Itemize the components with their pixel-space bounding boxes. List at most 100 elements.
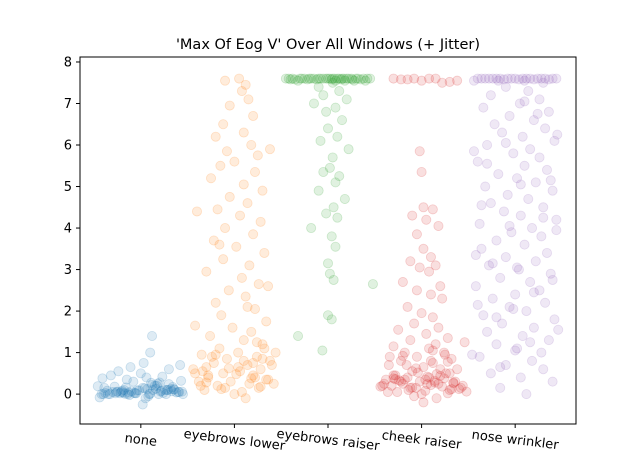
data-point-nose-wrinkler <box>528 322 539 333</box>
data-point-eyebrows-lower <box>246 140 257 151</box>
data-point-cheek-raiser <box>450 376 461 387</box>
data-point-cheek-raiser <box>442 356 453 367</box>
data-point-cheek-raiser <box>461 386 472 397</box>
data-point-nose-wrinkler <box>530 256 541 267</box>
data-point-cheek-raiser <box>395 376 406 387</box>
data-point-nose-wrinkler <box>532 108 543 119</box>
data-point-cheek-raiser <box>416 166 427 177</box>
data-point-eyebrows-raiser <box>311 74 322 85</box>
data-point-nose-wrinkler <box>487 258 498 269</box>
data-point-nose-wrinkler <box>495 382 506 393</box>
data-point-eyebrows-raiser <box>294 73 305 84</box>
data-point-cheek-raiser <box>382 387 393 398</box>
data-point-none <box>102 385 113 396</box>
data-point-eyebrows-raiser <box>290 74 301 85</box>
data-point-eyebrows-lower <box>229 156 240 167</box>
y-tick-label: 5 <box>64 180 72 195</box>
data-point-eyebrows-lower <box>208 235 219 246</box>
data-point-nose-wrinkler <box>483 260 494 271</box>
data-point-nose-wrinkler <box>493 169 504 180</box>
data-point-none <box>137 382 148 393</box>
data-point-nose-wrinkler <box>470 250 481 261</box>
data-point-none <box>139 383 150 394</box>
y-axis: 0 1 2 3 4 5 6 7 8 <box>64 55 80 403</box>
data-point-cheek-raiser <box>405 335 416 346</box>
data-point-cheek-raiser <box>422 379 433 390</box>
data-point-nose-wrinkler <box>476 73 487 84</box>
data-point-eyebrows-raiser <box>324 73 335 84</box>
data-point-none <box>124 389 135 400</box>
data-point-cheek-raiser <box>390 374 401 385</box>
data-point-eyebrows-lower <box>235 210 246 221</box>
data-point-eyebrows-lower <box>203 372 214 383</box>
data-point-nose-wrinkler <box>504 110 515 121</box>
data-point-eyebrows-raiser <box>327 73 338 84</box>
data-point-nose-wrinkler <box>491 73 502 84</box>
data-point-eyebrows-lower <box>236 272 247 283</box>
data-point-eyebrows-lower <box>236 86 247 97</box>
data-point-cheek-raiser <box>402 301 413 312</box>
data-point-eyebrows-lower <box>246 326 257 337</box>
data-point-eyebrows-lower <box>201 362 212 373</box>
data-point-eyebrows-lower <box>235 366 246 377</box>
data-point-eyebrows-lower <box>238 179 249 190</box>
x-tick-label: nose wrinkler <box>471 428 560 454</box>
data-point-nose-wrinkler <box>540 297 551 308</box>
data-point-none <box>117 385 128 396</box>
data-point-nose-wrinkler <box>480 73 491 84</box>
data-point-eyebrows-lower <box>249 372 260 383</box>
data-point-eyebrows-lower <box>221 146 232 157</box>
data-point-none <box>174 387 185 398</box>
data-point-none <box>144 389 155 400</box>
data-point-cheek-raiser <box>409 318 420 329</box>
data-point-cheek-raiser <box>416 308 427 319</box>
data-point-eyebrows-lower <box>238 355 249 366</box>
y-tick-label: 4 <box>64 222 72 237</box>
data-point-cheek-raiser <box>414 146 425 157</box>
data-point-nose-wrinkler <box>489 119 500 130</box>
data-point-none <box>116 387 127 398</box>
data-point-eyebrows-raiser <box>341 73 352 84</box>
data-point-eyebrows-raiser <box>343 73 354 84</box>
data-point-nose-wrinkler <box>514 98 525 109</box>
data-point-none <box>175 360 186 371</box>
data-point-nose-wrinkler <box>510 345 521 356</box>
data-point-cheek-raiser <box>429 375 440 386</box>
data-point-none <box>107 387 118 398</box>
data-point-eyebrows-lower <box>223 285 234 296</box>
data-point-none <box>115 388 126 399</box>
data-point-none <box>171 387 182 398</box>
data-point-cheek-raiser <box>430 73 441 84</box>
data-point-cheek-raiser <box>427 345 438 356</box>
data-point-eyebrows-lower <box>268 378 279 389</box>
data-point-cheek-raiser <box>392 387 403 398</box>
data-point-nose-wrinkler <box>485 90 496 101</box>
data-point-eyebrows-raiser <box>324 162 335 173</box>
data-point-cheek-raiser <box>399 347 410 358</box>
data-point-cheek-raiser <box>409 73 420 84</box>
data-point-cheek-raiser <box>437 381 448 392</box>
data-point-cheek-raiser <box>394 375 405 386</box>
data-point-nose-wrinkler <box>543 106 554 117</box>
data-point-cheek-raiser <box>395 355 406 366</box>
data-point-eyebrows-raiser <box>285 74 296 85</box>
data-point-none <box>96 389 107 400</box>
data-point-cheek-raiser <box>388 370 399 381</box>
data-point-eyebrows-lower <box>252 150 263 161</box>
data-point-nose-wrinkler <box>527 355 538 366</box>
data-point-eyebrows-lower <box>231 241 242 252</box>
data-point-eyebrows-lower <box>212 380 223 391</box>
data-point-none <box>157 371 168 382</box>
data-point-cheek-raiser <box>435 281 446 292</box>
data-point-eyebrows-lower <box>231 369 242 380</box>
data-point-none <box>123 387 134 398</box>
data-point-eyebrows-raiser <box>306 73 317 84</box>
data-point-nose-wrinkler <box>528 74 539 85</box>
data-point-eyebrows-lower <box>264 355 275 366</box>
data-point-cheek-raiser <box>411 229 422 240</box>
data-point-eyebrows-raiser <box>318 90 329 101</box>
data-point-nose-wrinkler <box>534 285 545 296</box>
data-point-cheek-raiser <box>448 378 459 389</box>
data-point-nose-wrinkler <box>543 74 554 85</box>
data-point-cheek-raiser <box>407 382 418 393</box>
